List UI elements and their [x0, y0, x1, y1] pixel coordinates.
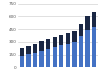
Bar — [40, 41, 44, 51]
Bar — [33, 44, 37, 53]
Bar — [85, 16, 90, 30]
Bar — [59, 45, 63, 67]
Bar — [72, 31, 76, 42]
Bar — [40, 51, 44, 67]
Bar — [20, 48, 24, 56]
Bar — [72, 42, 76, 67]
Bar — [79, 36, 83, 67]
Bar — [53, 47, 57, 67]
Bar — [66, 33, 70, 44]
Bar — [46, 49, 50, 67]
Bar — [59, 35, 63, 45]
Bar — [92, 27, 96, 67]
Bar — [79, 24, 83, 36]
Bar — [26, 46, 31, 54]
Bar — [26, 54, 31, 67]
Bar — [92, 12, 96, 27]
Bar — [46, 39, 50, 49]
Bar — [66, 44, 70, 67]
Bar — [85, 30, 90, 67]
Bar — [33, 53, 37, 67]
Bar — [20, 56, 24, 67]
Bar — [53, 37, 57, 47]
